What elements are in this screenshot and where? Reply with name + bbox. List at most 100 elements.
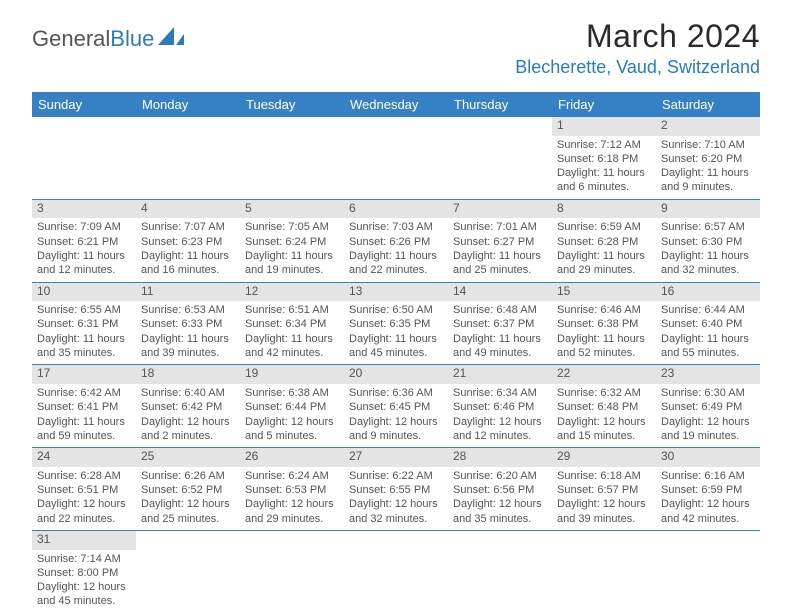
day-line: Sunset: 6:37 PM bbox=[453, 317, 547, 331]
day-line: Daylight: 12 hours and 35 minutes. bbox=[453, 497, 547, 526]
day-line: Daylight: 12 hours and 5 minutes. bbox=[245, 415, 339, 444]
day-line: Sunrise: 7:01 AM bbox=[453, 220, 547, 234]
day-line: Daylight: 12 hours and 39 minutes. bbox=[557, 497, 651, 526]
day-line: Sunrise: 6:44 AM bbox=[661, 303, 755, 317]
day-body: Sunrise: 7:10 AMSunset: 6:20 PMDaylight:… bbox=[656, 136, 760, 199]
day-body: Sunrise: 6:24 AMSunset: 6:53 PMDaylight:… bbox=[240, 467, 344, 530]
day-line: Sunrise: 6:46 AM bbox=[557, 303, 651, 317]
calendar-day bbox=[32, 117, 136, 199]
day-line: Sunset: 6:52 PM bbox=[141, 483, 235, 497]
day-line: Daylight: 11 hours and 19 minutes. bbox=[245, 249, 339, 278]
day-body: Sunrise: 6:42 AMSunset: 6:41 PMDaylight:… bbox=[32, 384, 136, 447]
calendar-day: 22Sunrise: 6:32 AMSunset: 6:48 PMDayligh… bbox=[552, 365, 656, 448]
day-body: Sunrise: 6:20 AMSunset: 6:56 PMDaylight:… bbox=[448, 467, 552, 530]
logo-word1: General bbox=[32, 26, 110, 51]
day-line: Sunrise: 6:16 AM bbox=[661, 469, 755, 483]
calendar-day: 5Sunrise: 7:05 AMSunset: 6:24 PMDaylight… bbox=[240, 199, 344, 282]
day-number: 5 bbox=[240, 200, 344, 219]
calendar-day bbox=[448, 117, 552, 199]
day-line: Daylight: 11 hours and 16 minutes. bbox=[141, 249, 235, 278]
day-body: Sunrise: 6:51 AMSunset: 6:34 PMDaylight:… bbox=[240, 301, 344, 364]
calendar-day: 10Sunrise: 6:55 AMSunset: 6:31 PMDayligh… bbox=[32, 282, 136, 365]
day-line: Sunrise: 6:24 AM bbox=[245, 469, 339, 483]
day-number: 10 bbox=[32, 283, 136, 302]
day-body: Sunrise: 6:28 AMSunset: 6:51 PMDaylight:… bbox=[32, 467, 136, 530]
calendar-day: 2Sunrise: 7:10 AMSunset: 6:20 PMDaylight… bbox=[656, 117, 760, 199]
day-line: Sunset: 6:59 PM bbox=[661, 483, 755, 497]
day-line: Daylight: 11 hours and 45 minutes. bbox=[349, 332, 443, 361]
day-line: Sunrise: 7:10 AM bbox=[661, 138, 755, 152]
day-header: Monday bbox=[136, 92, 240, 117]
calendar-day: 28Sunrise: 6:20 AMSunset: 6:56 PMDayligh… bbox=[448, 448, 552, 531]
day-line: Sunset: 6:31 PM bbox=[37, 317, 131, 331]
day-body: Sunrise: 7:14 AMSunset: 8:00 PMDaylight:… bbox=[32, 550, 136, 613]
header: GeneralBlue March 2024 Blecherette, Vaud… bbox=[0, 0, 792, 84]
day-line: Sunrise: 7:07 AM bbox=[141, 220, 235, 234]
title-block: March 2024 Blecherette, Vaud, Switzerlan… bbox=[515, 18, 760, 78]
calendar-day bbox=[240, 530, 344, 612]
day-line: Daylight: 12 hours and 2 minutes. bbox=[141, 415, 235, 444]
day-line: Daylight: 12 hours and 25 minutes. bbox=[141, 497, 235, 526]
calendar-day: 19Sunrise: 6:38 AMSunset: 6:44 PMDayligh… bbox=[240, 365, 344, 448]
day-number: 8 bbox=[552, 200, 656, 219]
day-line: Sunrise: 7:14 AM bbox=[37, 552, 131, 566]
calendar-day: 27Sunrise: 6:22 AMSunset: 6:55 PMDayligh… bbox=[344, 448, 448, 531]
calendar-day: 23Sunrise: 6:30 AMSunset: 6:49 PMDayligh… bbox=[656, 365, 760, 448]
day-line: Sunset: 6:51 PM bbox=[37, 483, 131, 497]
day-number: 6 bbox=[344, 200, 448, 219]
day-body: Sunrise: 7:09 AMSunset: 6:21 PMDaylight:… bbox=[32, 218, 136, 281]
calendar-week: 10Sunrise: 6:55 AMSunset: 6:31 PMDayligh… bbox=[32, 282, 760, 365]
day-line: Sunrise: 6:28 AM bbox=[37, 469, 131, 483]
calendar-day: 8Sunrise: 6:59 AMSunset: 6:28 PMDaylight… bbox=[552, 199, 656, 282]
day-body: Sunrise: 7:12 AMSunset: 6:18 PMDaylight:… bbox=[552, 136, 656, 199]
day-body: Sunrise: 6:44 AMSunset: 6:40 PMDaylight:… bbox=[656, 301, 760, 364]
day-number: 7 bbox=[448, 200, 552, 219]
day-line: Sunset: 6:48 PM bbox=[557, 400, 651, 414]
day-line: Sunrise: 6:34 AM bbox=[453, 386, 547, 400]
day-body: Sunrise: 6:34 AMSunset: 6:46 PMDaylight:… bbox=[448, 384, 552, 447]
day-body: Sunrise: 6:22 AMSunset: 6:55 PMDaylight:… bbox=[344, 467, 448, 530]
calendar-day bbox=[240, 117, 344, 199]
page-title: March 2024 bbox=[515, 18, 760, 55]
day-number: 21 bbox=[448, 365, 552, 384]
day-header: Saturday bbox=[656, 92, 760, 117]
day-line: Daylight: 12 hours and 32 minutes. bbox=[349, 497, 443, 526]
day-number: 2 bbox=[656, 117, 760, 136]
calendar-day: 7Sunrise: 7:01 AMSunset: 6:27 PMDaylight… bbox=[448, 199, 552, 282]
calendar-day: 24Sunrise: 6:28 AMSunset: 6:51 PMDayligh… bbox=[32, 448, 136, 531]
day-line: Daylight: 11 hours and 55 minutes. bbox=[661, 332, 755, 361]
day-line: Sunset: 6:49 PM bbox=[661, 400, 755, 414]
day-header: Sunday bbox=[32, 92, 136, 117]
day-header: Friday bbox=[552, 92, 656, 117]
calendar-week: 17Sunrise: 6:42 AMSunset: 6:41 PMDayligh… bbox=[32, 365, 760, 448]
day-line: Daylight: 11 hours and 59 minutes. bbox=[37, 415, 131, 444]
day-body: Sunrise: 6:32 AMSunset: 6:48 PMDaylight:… bbox=[552, 384, 656, 447]
calendar-day: 3Sunrise: 7:09 AMSunset: 6:21 PMDaylight… bbox=[32, 199, 136, 282]
day-line: Daylight: 12 hours and 12 minutes. bbox=[453, 415, 547, 444]
day-body: Sunrise: 6:40 AMSunset: 6:42 PMDaylight:… bbox=[136, 384, 240, 447]
day-number: 19 bbox=[240, 365, 344, 384]
day-line: Sunrise: 6:36 AM bbox=[349, 386, 443, 400]
day-number: 13 bbox=[344, 283, 448, 302]
day-line: Sunrise: 6:20 AM bbox=[453, 469, 547, 483]
calendar-week: 3Sunrise: 7:09 AMSunset: 6:21 PMDaylight… bbox=[32, 199, 760, 282]
calendar-day bbox=[136, 117, 240, 199]
calendar-day: 13Sunrise: 6:50 AMSunset: 6:35 PMDayligh… bbox=[344, 282, 448, 365]
day-number: 31 bbox=[32, 531, 136, 550]
day-header: Wednesday bbox=[344, 92, 448, 117]
day-line: Sunset: 6:33 PM bbox=[141, 317, 235, 331]
calendar-day: 15Sunrise: 6:46 AMSunset: 6:38 PMDayligh… bbox=[552, 282, 656, 365]
day-line: Daylight: 12 hours and 45 minutes. bbox=[37, 580, 131, 609]
day-number: 15 bbox=[552, 283, 656, 302]
calendar-day bbox=[552, 530, 656, 612]
day-line: Sunrise: 6:50 AM bbox=[349, 303, 443, 317]
calendar-day: 31Sunrise: 7:14 AMSunset: 8:00 PMDayligh… bbox=[32, 530, 136, 612]
day-body: Sunrise: 6:30 AMSunset: 6:49 PMDaylight:… bbox=[656, 384, 760, 447]
day-line: Sunset: 6:21 PM bbox=[37, 235, 131, 249]
day-line: Sunset: 6:27 PM bbox=[453, 235, 547, 249]
day-number: 29 bbox=[552, 448, 656, 467]
day-line: Sunset: 6:26 PM bbox=[349, 235, 443, 249]
day-line: Sunset: 6:23 PM bbox=[141, 235, 235, 249]
day-body: Sunrise: 7:05 AMSunset: 6:24 PMDaylight:… bbox=[240, 218, 344, 281]
day-number: 4 bbox=[136, 200, 240, 219]
